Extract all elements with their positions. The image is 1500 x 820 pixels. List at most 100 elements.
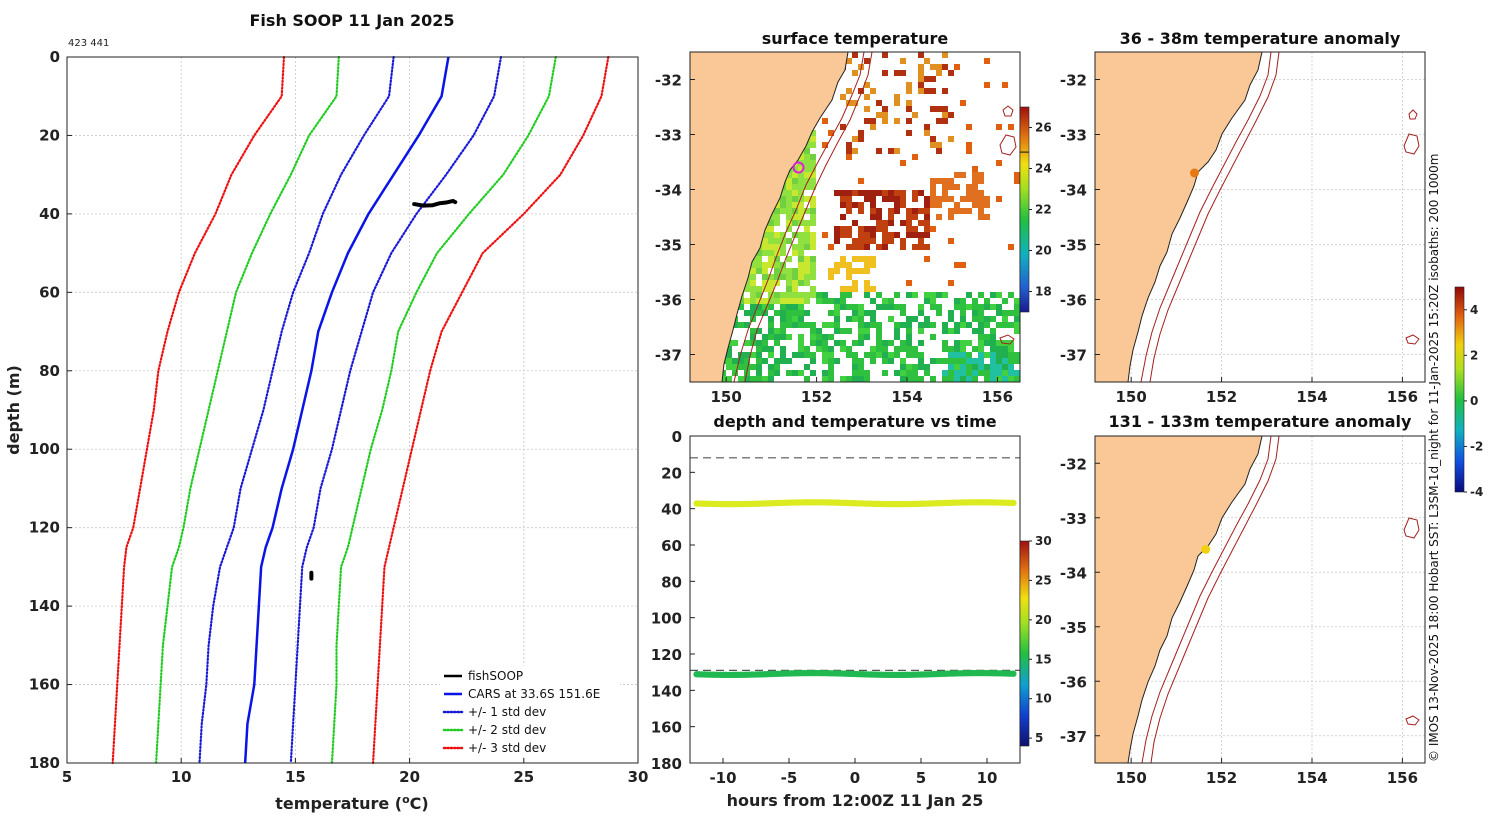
sst-pixel	[954, 322, 960, 328]
sst-pixel	[906, 340, 912, 346]
sst-pixel	[798, 238, 804, 244]
sst-pixel	[852, 52, 858, 58]
sst-pixel	[852, 370, 858, 376]
sst-pixel	[900, 310, 906, 316]
sst-pixel	[750, 334, 756, 340]
sst-pixel	[954, 304, 960, 310]
anomaly-131-133-land	[1095, 436, 1262, 763]
sst-pixel	[924, 256, 930, 262]
sst-pixel	[1014, 328, 1020, 334]
sst-pixel	[900, 160, 906, 166]
sst-pixel	[870, 232, 876, 238]
sst-pixel	[942, 358, 948, 364]
sst-pixel	[762, 280, 768, 286]
sst-pixel	[822, 358, 828, 364]
sst-pixel	[906, 220, 912, 226]
y-tick-label: -32	[655, 72, 682, 90]
sst-pixel	[894, 292, 900, 298]
sst-pixel	[768, 292, 774, 298]
sst-pixel	[1014, 172, 1020, 178]
sst-pixel	[768, 322, 774, 328]
sst-pixel	[786, 358, 792, 364]
sst-pixel	[954, 346, 960, 352]
sst-pixel	[864, 292, 870, 298]
sst-pixel	[804, 280, 810, 286]
sst-pixel	[780, 268, 786, 274]
sst-pixel	[726, 364, 732, 370]
sst-pixel	[906, 214, 912, 220]
sst-pixel	[894, 202, 900, 208]
sst-pixel	[918, 358, 924, 364]
y-tick-label: 180	[29, 754, 60, 772]
sst-pixel	[912, 244, 918, 250]
sst-pixel	[978, 364, 984, 370]
sst-pixel	[888, 190, 894, 196]
sst-pixel	[876, 346, 882, 352]
colorbar-tick-label: 24	[1035, 162, 1052, 176]
sst-pixel	[744, 352, 750, 358]
sst-pixel	[858, 268, 864, 274]
sst-pixel	[828, 358, 834, 364]
sst-pixel	[834, 238, 840, 244]
sst-pixel	[804, 352, 810, 358]
sst-pixel	[840, 232, 846, 238]
sst-pixel	[870, 346, 876, 352]
sst-pixel	[804, 376, 810, 382]
sst-map-y-ticks: -32 -33 -34 -35 -36 -37	[655, 72, 695, 365]
sst-pixel	[972, 328, 978, 334]
sst-pixel	[762, 334, 768, 340]
sst-pixel	[798, 178, 804, 184]
sst-pixel	[810, 232, 816, 238]
sst-pixel	[906, 346, 912, 352]
sst-pixel	[876, 292, 882, 298]
sst-pixel	[888, 358, 894, 364]
colorbar-tick-label: -2	[1470, 439, 1483, 453]
sst-pixel	[732, 340, 738, 346]
sst-pixel	[888, 352, 894, 358]
seamount-contour	[1403, 133, 1420, 155]
sst-pixel	[840, 304, 846, 310]
sst-pixel	[798, 172, 804, 178]
sst-map-panel: surface temperature 150 152 154 156 -32-33-…	[655, 29, 1052, 406]
sst-pixel	[876, 112, 882, 118]
sst-pixel	[762, 346, 768, 352]
sst-pixel	[1002, 316, 1008, 322]
sst-pixel	[870, 118, 876, 124]
sst-pixel	[822, 292, 828, 298]
sst-pixel	[858, 136, 864, 142]
sst-fish-location-marker	[792, 161, 805, 174]
y-tick-label: -32	[1060, 455, 1087, 473]
sst-pixel	[798, 232, 804, 238]
sst-pixel	[822, 298, 828, 304]
anomaly-131-133-y-ticks: -32 -33 -34 -35 -36 -37	[1060, 455, 1100, 746]
sst-pixel	[798, 316, 804, 322]
sst-pixel	[996, 370, 1002, 376]
sst-pixel	[942, 328, 948, 334]
sst-pixel	[954, 64, 960, 70]
sst-pixel	[960, 370, 966, 376]
sst-pixel	[786, 208, 792, 214]
sst-pixel	[870, 238, 876, 244]
sst-pixel	[948, 376, 954, 382]
sst-pixel	[864, 118, 870, 124]
profile-series-line	[154, 55, 340, 765]
sst-pixel	[834, 358, 840, 364]
sst-pixel	[870, 88, 876, 94]
colorbar-tick-label: -4	[1470, 485, 1483, 499]
sst-pixel	[768, 376, 774, 382]
sst-pixel	[804, 244, 810, 250]
anomaly-36-38-y-ticks: -32 -33 -34 -35 -36 -37	[1060, 72, 1100, 365]
sst-pixel	[924, 370, 930, 376]
sst-pixel	[1008, 364, 1014, 370]
sst-pixel	[858, 310, 864, 316]
sst-pixel	[948, 316, 954, 322]
sst-pixel	[816, 298, 822, 304]
sst-pixel	[864, 376, 870, 382]
sst-pixel	[978, 208, 984, 214]
sst-pixel	[852, 244, 858, 250]
sst-pixel	[738, 304, 744, 310]
colorbar-tick-label: 20	[1035, 244, 1052, 258]
sst-pixel	[792, 214, 798, 220]
sst-pixel	[774, 244, 780, 250]
